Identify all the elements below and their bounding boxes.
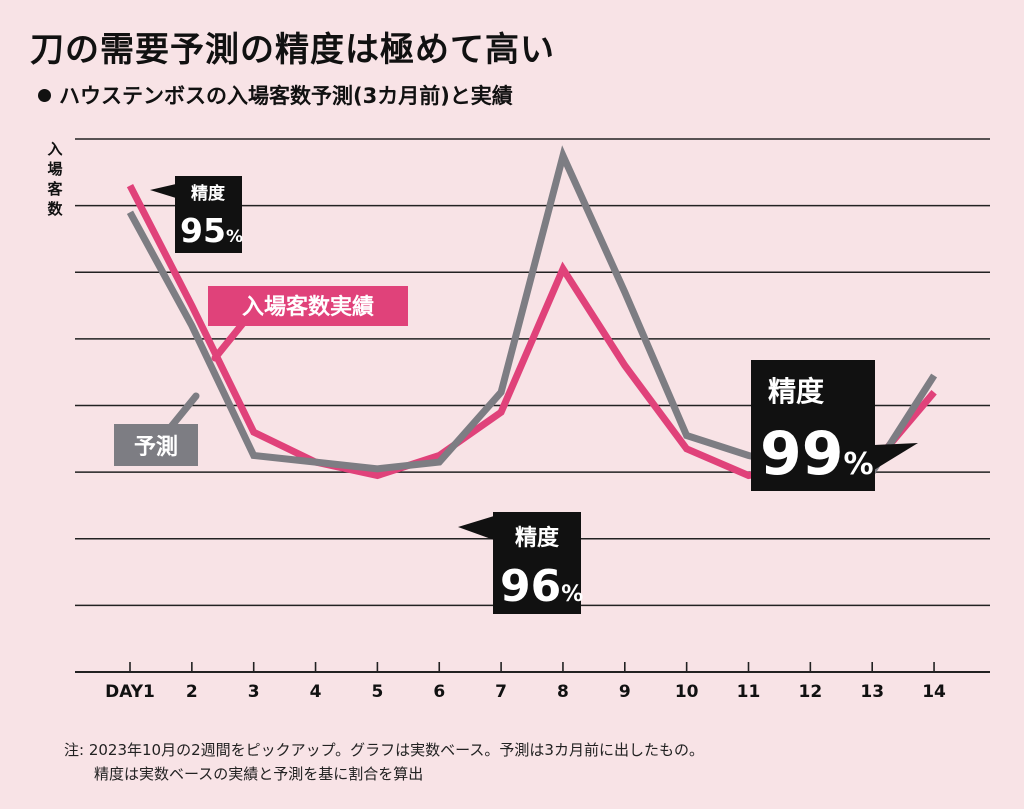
- accuracy-value: 99: [760, 419, 844, 489]
- y-axis-label-char: 入: [47, 140, 62, 158]
- accuracy-number: 99%: [760, 419, 874, 489]
- accuracy-unit: %: [561, 582, 583, 607]
- legend-forecast: 予測: [114, 392, 200, 466]
- x-tick-label: 12: [799, 682, 823, 702]
- x-axis-labels: DAY1 2 3 4 5 6 7 8 9 10 11 12 13 14: [105, 682, 946, 702]
- x-tick-label: 5: [371, 682, 383, 702]
- accuracy-value: 96: [500, 561, 561, 612]
- x-tick-label: 9: [619, 682, 631, 702]
- callout-box: [493, 512, 581, 614]
- accuracy-word: 精度: [768, 375, 824, 408]
- x-tick-label: 14: [922, 682, 946, 702]
- chart-subtitle-text: ハウステンボスの入場客数予測(3カ月前)と実績: [59, 84, 513, 108]
- footnote: 注: 2023年10月の2週間をピックアップ。グラフは実数ベース。予測は3カ月前…: [64, 738, 704, 786]
- bullet-icon: [38, 89, 51, 102]
- y-axis-label-char: 場: [47, 160, 62, 178]
- legend-leader-line: [166, 392, 200, 432]
- x-tick-label: 10: [675, 682, 699, 702]
- callout-pointer: [150, 184, 176, 198]
- accuracy-annotation-95: 精度 95%: [150, 176, 243, 253]
- footnote-line-2: 精度は実数ベースの実績と予測を基に割合を算出: [94, 765, 424, 783]
- x-tick-label: 7: [495, 682, 507, 702]
- accuracy-unit: %: [844, 447, 874, 482]
- accuracy-value: 95: [180, 211, 226, 250]
- accuracy-number: 95%: [180, 211, 243, 250]
- legend-leader-line: [211, 318, 248, 362]
- accuracy-annotation-96: 精度 96%: [458, 512, 583, 614]
- x-tick-label: 6: [433, 682, 445, 702]
- accuracy-unit: %: [226, 227, 243, 247]
- x-tick-label: DAY1: [105, 682, 155, 702]
- y-axis-label-char: 客: [46, 180, 63, 198]
- x-tick-label: 13: [860, 682, 884, 702]
- legend-forecast-box: [114, 424, 198, 466]
- legend-forecast-label: 予測: [134, 435, 178, 460]
- accuracy-word: 精度: [191, 183, 226, 204]
- x-axis-ticks: [129, 662, 935, 672]
- accuracy-number: 96%: [500, 561, 583, 612]
- legend-actual: 入場客数実績: [208, 286, 408, 362]
- callout-box: [175, 176, 242, 253]
- chart-subtitle: ハウステンボスの入場客数予測(3カ月前)と実績: [38, 80, 513, 110]
- y-axis-label: 入 場 客 数: [46, 140, 63, 218]
- x-tick-label: 3: [248, 682, 260, 702]
- footnote-line-1: 注: 2023年10月の2週間をピックアップ。グラフは実数ベース。予測は3カ月前…: [64, 741, 704, 759]
- accuracy-annotation-99: 精度 99%: [751, 360, 918, 491]
- accuracy-word: 精度: [515, 525, 560, 551]
- callout-pointer: [874, 443, 918, 470]
- x-tick-label: 8: [557, 682, 569, 702]
- x-tick-label: 4: [310, 682, 322, 702]
- y-axis-label-char: 数: [47, 200, 63, 218]
- callout-pointer: [458, 516, 494, 540]
- callout-box: [751, 360, 875, 491]
- x-tick-label: 2: [186, 682, 198, 702]
- chart-title: 刀の需要予測の精度は極めて高い: [30, 30, 555, 70]
- x-tick-label: 11: [737, 682, 761, 702]
- legend-actual-box: [208, 286, 408, 326]
- legend-actual-label: 入場客数実績: [242, 294, 374, 320]
